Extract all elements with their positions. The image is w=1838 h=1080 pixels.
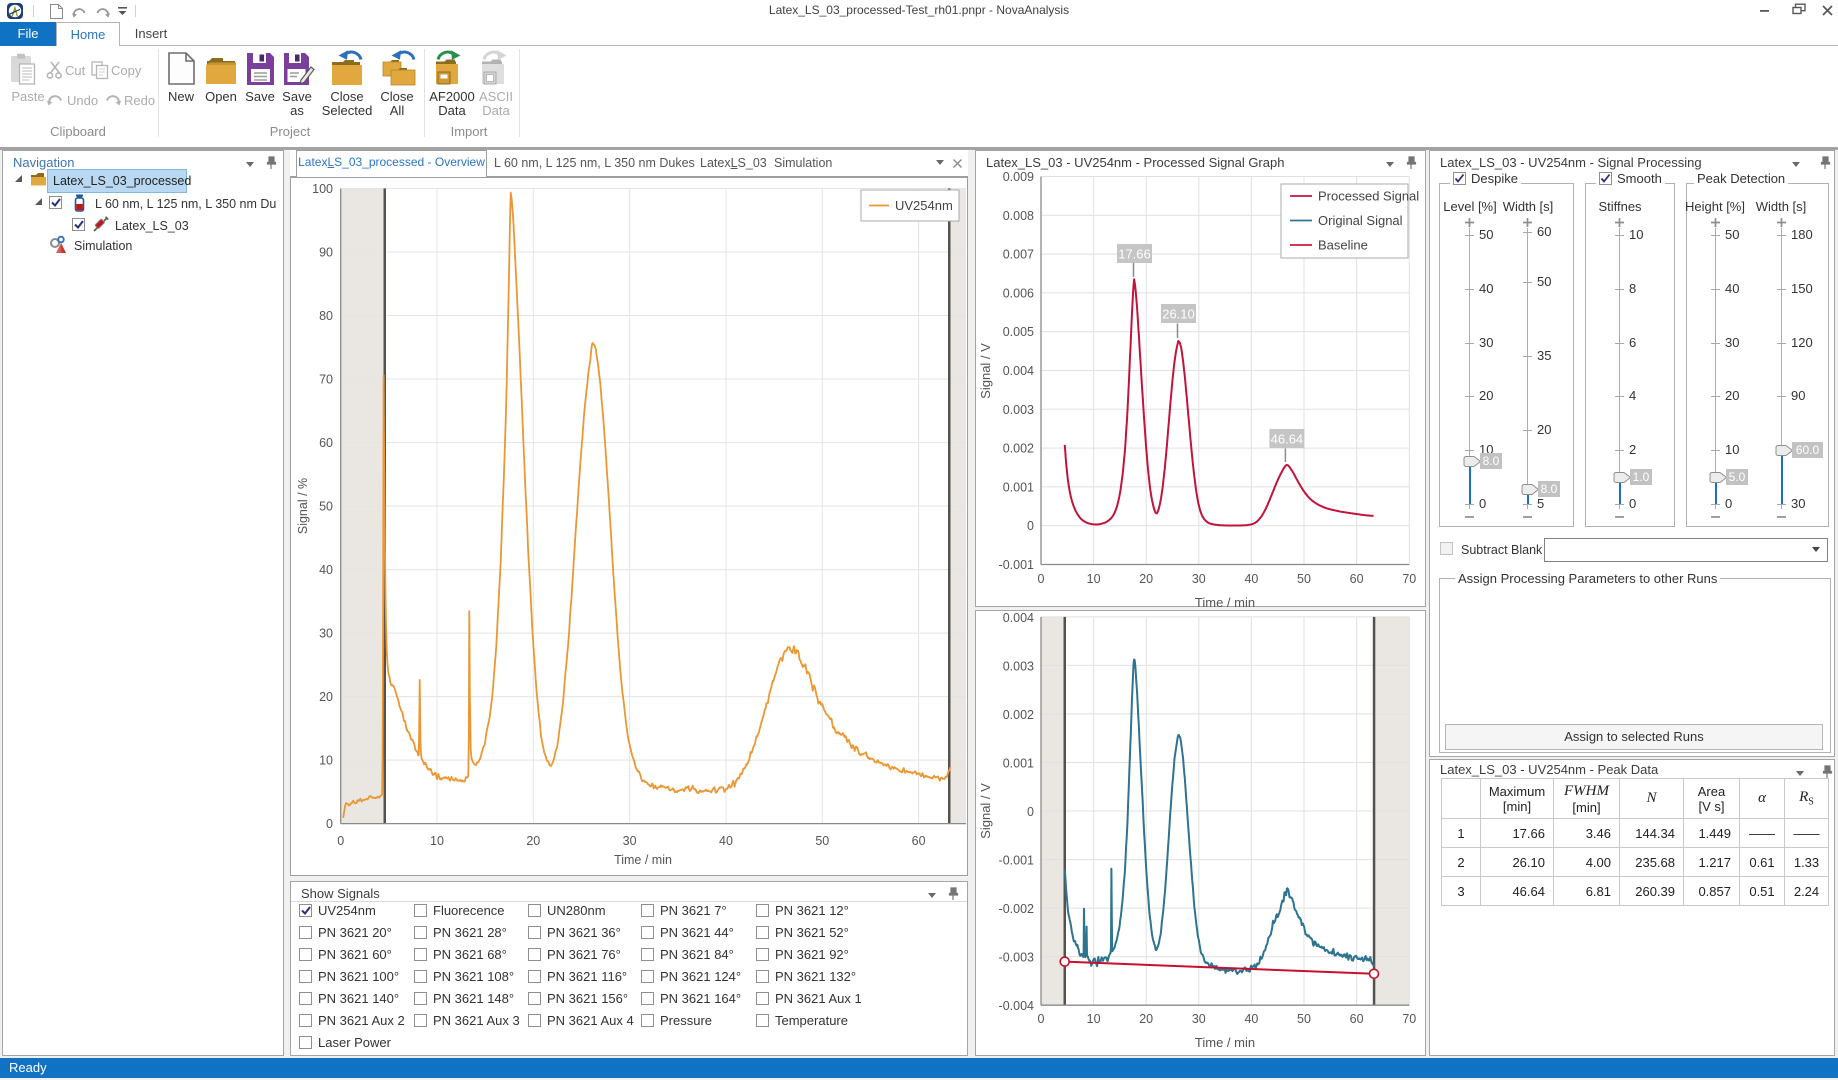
svg-text:40: 40 — [1244, 1012, 1258, 1026]
svg-text:Time / min: Time / min — [614, 853, 672, 867]
svg-text:40: 40 — [1244, 572, 1258, 586]
svg-text:Original Signal: Original Signal — [1318, 213, 1403, 228]
svg-text:60: 60 — [1350, 572, 1364, 586]
svg-text:Processed Signal: Processed Signal — [1318, 189, 1419, 204]
svg-text:0.008: 0.008 — [1003, 209, 1034, 223]
svg-text:0.009: 0.009 — [1003, 170, 1034, 184]
svg-text:-0.002: -0.002 — [999, 902, 1034, 916]
svg-text:80: 80 — [319, 309, 333, 323]
svg-text:0: 0 — [1027, 519, 1034, 533]
svg-text:0.001: 0.001 — [1003, 480, 1034, 494]
svg-text:0.002: 0.002 — [1003, 708, 1034, 722]
svg-text:0.001: 0.001 — [1003, 756, 1034, 770]
svg-text:-0.001: -0.001 — [999, 853, 1034, 867]
svg-text:60: 60 — [319, 436, 333, 450]
svg-text:50: 50 — [1297, 572, 1311, 586]
svg-text:0.004: 0.004 — [1003, 364, 1034, 378]
svg-text:Signal / V: Signal / V — [978, 343, 993, 399]
svg-text:100: 100 — [312, 182, 333, 196]
svg-text:30: 30 — [1192, 1012, 1206, 1026]
svg-text:70: 70 — [319, 373, 333, 387]
svg-text:-0.001: -0.001 — [999, 558, 1034, 572]
svg-text:70: 70 — [1402, 572, 1416, 586]
svg-text:90: 90 — [319, 246, 333, 260]
svg-text:Signal / V: Signal / V — [978, 783, 993, 839]
svg-text:Baseline: Baseline — [1318, 238, 1368, 253]
svg-text:0: 0 — [326, 817, 333, 831]
svg-text:30: 30 — [623, 834, 637, 848]
svg-text:Time / min: Time / min — [1195, 595, 1255, 610]
svg-text:0.003: 0.003 — [1003, 659, 1034, 673]
svg-text:0.002: 0.002 — [1003, 442, 1034, 456]
svg-text:20: 20 — [1139, 572, 1153, 586]
svg-text:10: 10 — [1087, 572, 1101, 586]
svg-text:26.10: 26.10 — [1162, 307, 1195, 322]
svg-text:Time / min: Time / min — [1195, 1035, 1255, 1050]
svg-text:0: 0 — [337, 834, 344, 848]
svg-text:50: 50 — [1297, 1012, 1311, 1026]
svg-text:0: 0 — [1027, 805, 1034, 819]
svg-text:Signal / %: Signal / % — [296, 478, 310, 534]
svg-text:0.006: 0.006 — [1003, 286, 1034, 300]
svg-text:0.007: 0.007 — [1003, 248, 1034, 262]
svg-text:0: 0 — [1038, 1012, 1045, 1026]
svg-text:0.003: 0.003 — [1003, 403, 1034, 417]
svg-text:60: 60 — [912, 834, 926, 848]
svg-text:30: 30 — [1192, 572, 1206, 586]
svg-text:50: 50 — [815, 834, 829, 848]
svg-text:46.64: 46.64 — [1271, 432, 1304, 447]
svg-text:-0.003: -0.003 — [999, 951, 1034, 965]
svg-text:10: 10 — [430, 834, 444, 848]
svg-text:20: 20 — [1139, 1012, 1153, 1026]
svg-text:50: 50 — [319, 500, 333, 514]
svg-text:0: 0 — [1038, 572, 1045, 586]
svg-text:70: 70 — [1402, 1012, 1416, 1026]
svg-text:10: 10 — [319, 754, 333, 768]
svg-text:20: 20 — [319, 690, 333, 704]
svg-text:60: 60 — [1350, 1012, 1364, 1026]
svg-text:30: 30 — [319, 627, 333, 641]
svg-text:UV254nm: UV254nm — [895, 198, 953, 213]
svg-text:0.004: 0.004 — [1003, 611, 1034, 625]
svg-text:0.005: 0.005 — [1003, 325, 1034, 339]
svg-text:17.66: 17.66 — [1118, 247, 1151, 262]
svg-text:-0.004: -0.004 — [999, 999, 1034, 1013]
svg-text:20: 20 — [526, 834, 540, 848]
svg-text:40: 40 — [719, 834, 733, 848]
svg-text:40: 40 — [319, 563, 333, 577]
svg-text:10: 10 — [1087, 1012, 1101, 1026]
